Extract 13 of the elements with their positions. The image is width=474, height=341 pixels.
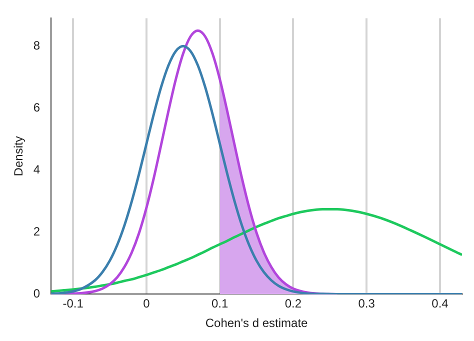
x-tick-label: -0.1: [62, 296, 84, 311]
y-tick-label: 4: [33, 162, 40, 176]
x-tick-label: 0.1: [212, 296, 229, 311]
x-tick-label: 0.3: [358, 296, 376, 311]
y-tick-label: 6: [33, 100, 40, 114]
x-axis-title: Cohen's d estimate: [205, 316, 308, 330]
y-axis-title: Density: [12, 136, 26, 176]
y-tick-label: 8: [33, 38, 40, 52]
x-tick-label: 0: [143, 296, 150, 311]
y-tick-label: 0: [33, 286, 40, 301]
x-tick-label: 0.4: [432, 296, 449, 311]
x-tick-label: 0.2: [284, 296, 302, 311]
y-tick-label: 2: [33, 224, 40, 238]
